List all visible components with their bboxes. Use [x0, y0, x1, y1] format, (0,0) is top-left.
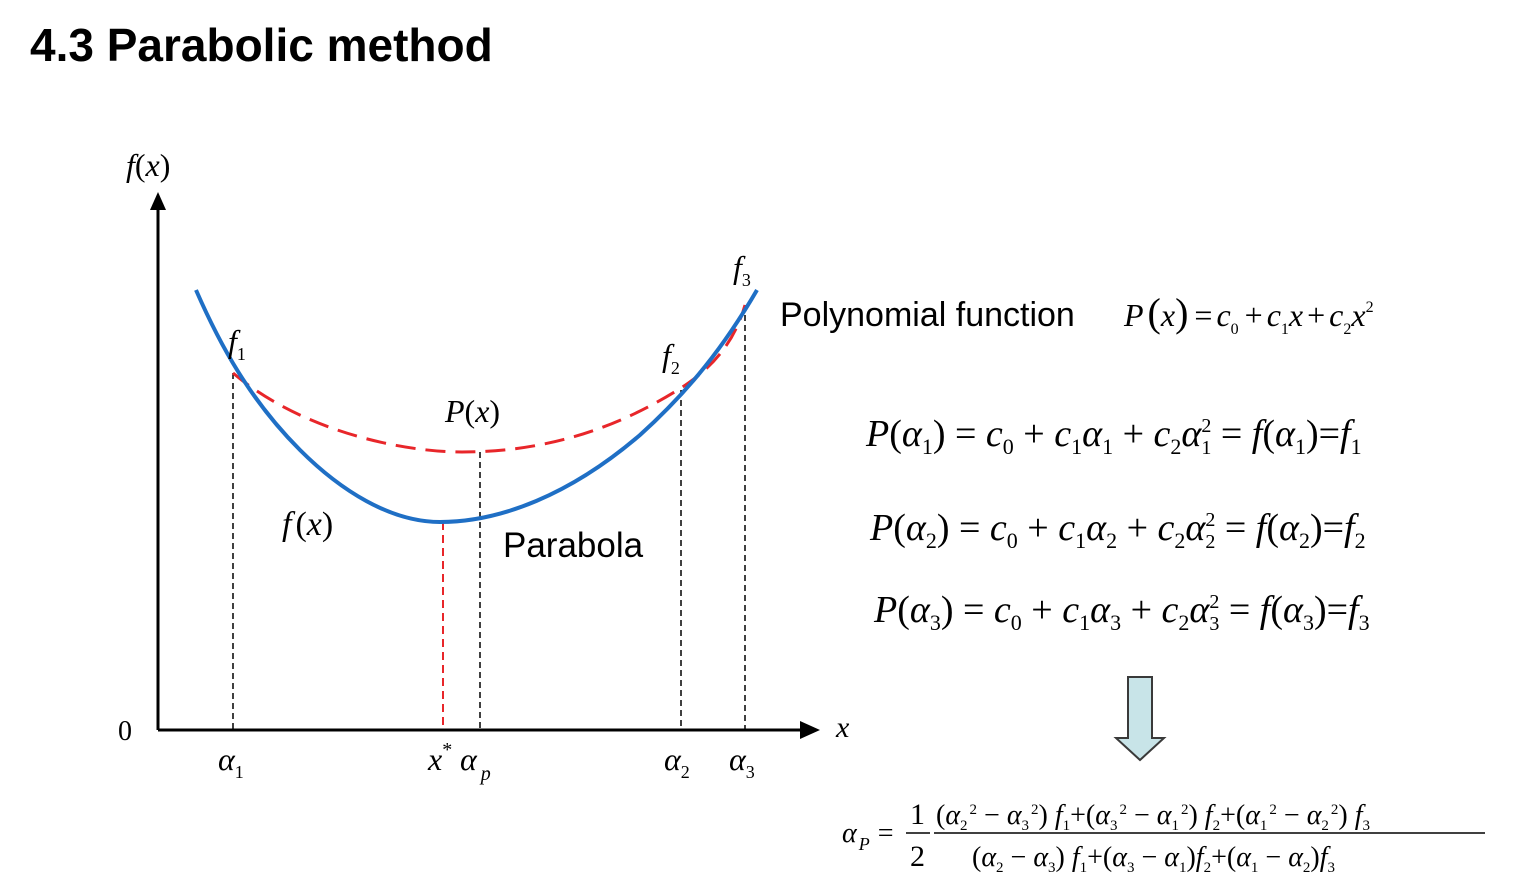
parabola-label: Parabola	[503, 526, 644, 565]
svg-text:P(α3) = c0 + c1α3 + c2α32 = f(: P(α3) = c0 + c1α3 + c2α32 = f(α3)=f3	[873, 589, 1370, 635]
parabola-p-curve	[232, 304, 747, 454]
svg-text:P(α2) = c0 + c1α2 + c2α22 = f(: P(α2) = c0 + c1α2 + c2α22 = f(α2)=f2	[869, 507, 1366, 553]
svg-text:αP=: α P =	[842, 818, 894, 854]
point-label-f1: f1	[228, 323, 246, 364]
function-f-curve	[194, 288, 759, 525]
y-axis-label: f(x)	[126, 147, 170, 183]
tick-label-x-star: x*	[427, 739, 452, 777]
tick-label-alpha3: α3	[729, 741, 755, 782]
equation-1: P(α1) = c0 + c1α1 + c2α12 = f(α1)=f1	[865, 413, 1362, 459]
equation-3: P(α3) = c0 + c1α3 + c2α32 = f(α3)=f3	[873, 589, 1370, 635]
result-formula: α P = 1 2 (α22 − α32) f1+(α32 − α12) f2+(α…	[842, 798, 1485, 876]
slide-title: 4.3 Parabolic method	[30, 19, 493, 71]
curve-f-label: f (x)	[282, 506, 333, 543]
tick-label-alpha1: α1	[218, 741, 244, 782]
svg-text:(α2 − α3) f1+(α3 − α1)f2+(α1 −: (α2 − α3) f1+(α3 − α1)f2+(α1 − α2)f3	[972, 842, 1335, 876]
svg-text:P(α1) = c0 + c1α1 + c2α12 = f(: P(α1) = c0 + c1α1 + c2α12 = f(α1)=f1	[865, 413, 1362, 459]
polynomial-equation: P (x) = c0 + c1x + c2x2	[1123, 290, 1374, 338]
x-axis-arrow-icon	[800, 721, 820, 739]
tick-label-alpha2: α2	[664, 741, 690, 782]
polynomial-function-label: Polynomial function	[780, 296, 1075, 334]
y-axis-arrow-icon	[150, 192, 166, 210]
point-label-f3: f3	[733, 249, 751, 290]
equation-2: P(α2) = c0 + c1α2 + c2α22 = f(α2)=f2	[869, 507, 1366, 553]
origin-label: 0	[118, 716, 132, 747]
down-arrow-icon	[1113, 676, 1167, 762]
svg-text:(α22 − α32) f1+(α32 − α12) f2+: (α22 − α32) f1+(α32 − α12) f2+(α12 − α22…	[936, 800, 1370, 834]
svg-text:1: 1	[910, 798, 925, 831]
curve-p-label: P(x)	[444, 393, 500, 429]
svg-text:2: 2	[910, 840, 925, 873]
point-label-f2: f2	[662, 337, 680, 378]
x-axis-label: x	[835, 711, 850, 744]
